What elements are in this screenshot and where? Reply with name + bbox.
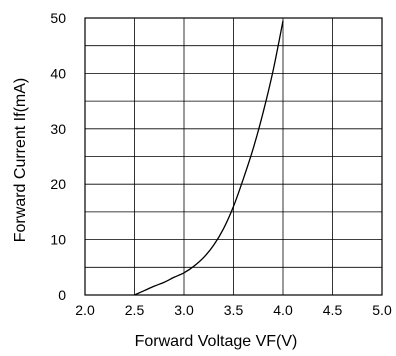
x-tick-label: 4.5 <box>323 302 343 318</box>
x-tick-label: 2.0 <box>75 302 95 318</box>
grid-lines <box>85 18 382 295</box>
series-layer <box>134 20 284 296</box>
y-tick-label: 0 <box>58 287 66 303</box>
y-tick-label: 50 <box>50 10 66 26</box>
x-tick-label: 3.0 <box>174 302 194 318</box>
x-tick-label: 2.5 <box>125 302 145 318</box>
y-tick-labels: 0 10 20 30 40 50 <box>50 10 66 303</box>
x-tick-label: 4.0 <box>273 302 293 318</box>
x-tick-labels: 2.0 2.5 3.0 3.5 4.0 4.5 5.0 <box>75 302 392 318</box>
y-tick-label: 30 <box>50 121 66 137</box>
y-axis-title: Forward Current If(mA) <box>12 78 29 242</box>
y-tick-label: 40 <box>50 65 66 81</box>
x-axis-title: Forward Voltage VF(V) <box>135 333 298 350</box>
x-tick-label: 5.0 <box>372 302 392 318</box>
series-line <box>134 20 284 296</box>
y-tick-label: 20 <box>50 176 66 192</box>
y-tick-label: 10 <box>50 232 66 248</box>
x-tick-label: 3.5 <box>224 302 244 318</box>
plot-frame <box>84 17 383 296</box>
